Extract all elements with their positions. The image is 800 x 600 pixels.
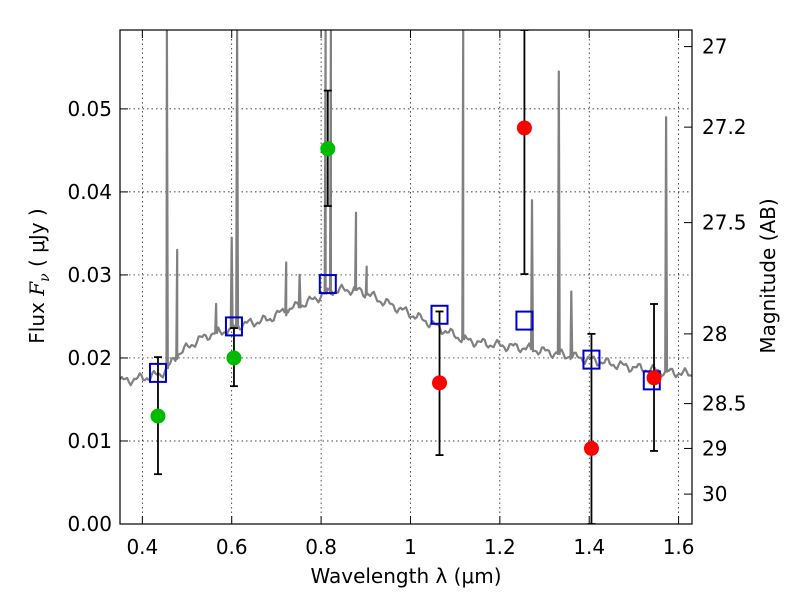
y2-tick-label: 28.5 (702, 392, 747, 416)
x-tick-label: 0.8 (305, 535, 337, 559)
y-tick-label: 0.05 (67, 97, 112, 121)
y-axis-label-sub: ν (37, 273, 53, 282)
grid (120, 30, 692, 525)
red-point (516, 120, 532, 136)
y-axis-label: Flux Fν ( μJy ) (25, 208, 53, 343)
x-tick-label: 0.4 (126, 535, 158, 559)
model-photometry-square (318, 274, 337, 295)
y-axis-label-unit: ( μJy ) (25, 208, 49, 273)
model-photometry-square (224, 316, 243, 337)
model-photometry-square (430, 304, 449, 325)
x-tick-label: 1 (404, 535, 417, 559)
y-tick-label: 0.01 (67, 429, 112, 453)
y-axis-label-var: F (25, 281, 49, 297)
y-tick-label: 0.00 (67, 512, 112, 536)
y-tick-label: 0.02 (67, 346, 112, 370)
y2-axis-label: Magnitude (AB) (756, 198, 780, 353)
x-tick-label: 1.4 (573, 535, 605, 559)
y2-tick-label: 28 (702, 322, 727, 346)
y2-tick-label: 27.2 (702, 115, 747, 139)
detection-point (150, 408, 166, 424)
model-photometry-square (515, 310, 534, 331)
detection-point (320, 141, 336, 157)
x-tick-label: 1.2 (484, 535, 516, 559)
y-axis-label-prefix: Flux (25, 296, 49, 344)
model-photometry-square (148, 362, 167, 383)
y2-tick-label: 27 (702, 35, 727, 59)
y2-tick-label: 30 (702, 482, 727, 506)
x-tick-label: 1.6 (663, 535, 695, 559)
plot-frame (119, 29, 693, 525)
red-point (432, 375, 448, 391)
detection-point (226, 350, 242, 366)
axis-ticks: 0.4 0.6 0.8 1 1.2 1.4 1.6 0.00 0.01 0.02 0.03 0.04 0… (67, 30, 747, 559)
model-spectrum (120, 30, 692, 387)
model-photometry-square (582, 349, 601, 370)
y-tick-label: 0.04 (67, 180, 112, 204)
x-axis-label: Wavelength λ (μm) (310, 564, 501, 588)
red-point (646, 370, 662, 386)
x-tick-label: 0.6 (216, 535, 248, 559)
y2-tick-label: 27.5 (702, 211, 747, 235)
red-point (583, 440, 599, 456)
plot-area (120, 30, 692, 524)
y2-tick-label: 29 (702, 436, 727, 460)
y-tick-label: 0.03 (67, 263, 112, 287)
